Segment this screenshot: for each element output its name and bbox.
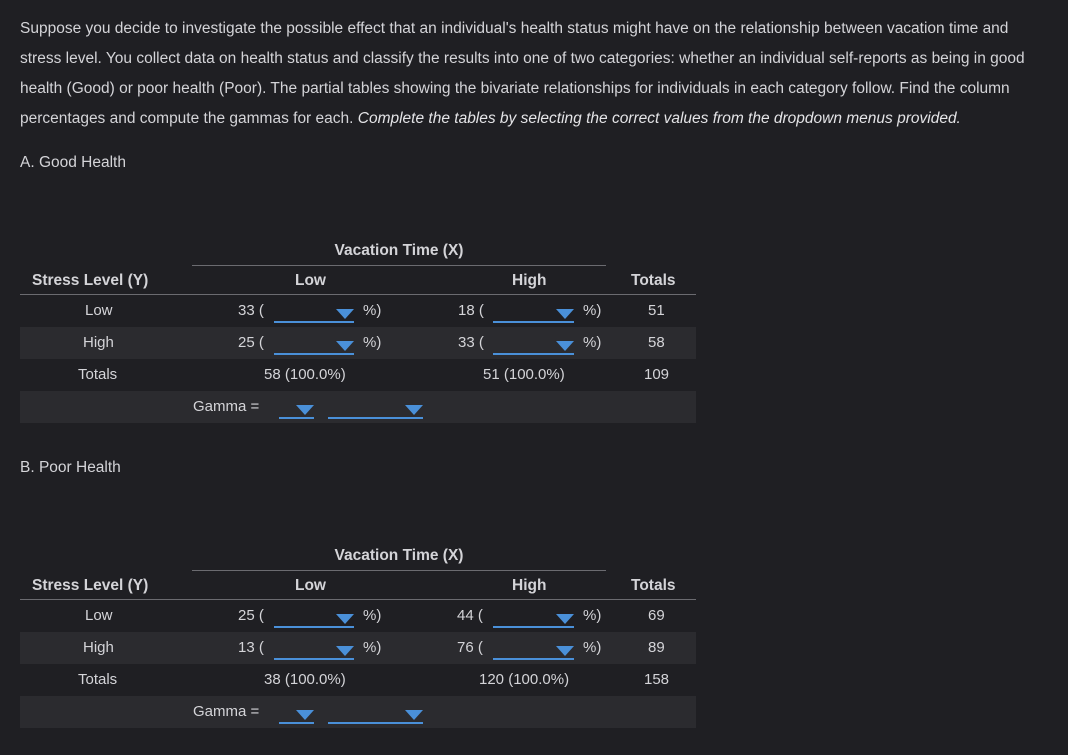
high-column-header: High	[512, 272, 547, 289]
low-percent-dropdown[interactable]	[274, 302, 354, 323]
low-percent-dropdown[interactable]	[274, 639, 354, 660]
table-row: High 25 ( %) 33 ( %) 58	[20, 327, 696, 359]
vacation-time-header: Vacation Time (X)	[192, 242, 606, 266]
instructions-text: Complete the tables by selecting the cor…	[357, 110, 961, 127]
caret-down-icon	[296, 405, 314, 415]
row-label: High	[83, 334, 114, 351]
row-total: 69	[648, 607, 665, 624]
gamma-value-dropdown[interactable]	[328, 398, 423, 419]
percent-close: %)	[583, 639, 602, 656]
totals-row: Totals 38 (100.0%) 120 (100.0%) 158	[20, 664, 696, 696]
low-column-header: Low	[295, 272, 326, 289]
high-count: 44 (	[457, 607, 483, 624]
stress-level-header: Stress Level (Y)	[32, 272, 149, 289]
question-line-4-text: percentages and compute the gammas for e…	[20, 110, 358, 127]
percent-close: %)	[583, 302, 602, 319]
high-count: 76 (	[457, 639, 483, 656]
table-row: High 13 ( %) 76 ( %) 89	[20, 632, 696, 664]
low-column-header: Low	[295, 577, 326, 594]
percent-close: %)	[583, 607, 602, 624]
percent-close: %)	[363, 639, 382, 656]
vacation-time-header: Vacation Time (X)	[192, 547, 606, 571]
percent-close: %)	[583, 334, 602, 351]
low-percent-dropdown[interactable]	[274, 607, 354, 628]
low-percent-dropdown[interactable]	[274, 334, 354, 355]
high-total: 120 (100.0%)	[479, 671, 570, 688]
high-total: 51 (100.0%)	[483, 366, 565, 383]
totals-column-header: Totals	[631, 272, 676, 289]
low-count: 33 (	[238, 302, 264, 319]
caret-down-icon	[336, 614, 354, 624]
caret-down-icon	[556, 614, 574, 624]
high-percent-dropdown[interactable]	[493, 302, 574, 323]
totals-label: Totals	[78, 671, 118, 688]
grand-total: 109	[644, 366, 670, 383]
question-line-1: Suppose you decide to investigate the po…	[20, 20, 1009, 37]
totals-label: Totals	[78, 366, 118, 383]
low-count: 25 (	[238, 334, 264, 351]
row-label: Low	[85, 607, 113, 624]
caret-down-icon	[405, 710, 423, 720]
question-text: Suppose you decide to investigate the po…	[20, 14, 1068, 134]
high-percent-dropdown[interactable]	[493, 334, 574, 355]
high-count: 18 (	[458, 302, 484, 319]
caret-down-icon	[556, 646, 574, 656]
section-label-poor-health: B. Poor Health	[20, 459, 121, 476]
stress-level-header: Stress Level (Y)	[32, 577, 149, 594]
percent-close: %)	[363, 334, 382, 351]
grand-total: 158	[644, 671, 670, 688]
low-total: 58 (100.0%)	[264, 366, 346, 383]
gamma-value-dropdown[interactable]	[328, 703, 423, 724]
row-total: 51	[648, 302, 665, 319]
caret-down-icon	[336, 646, 354, 656]
gamma-label: Gamma =	[193, 703, 260, 720]
low-count: 13 (	[238, 639, 264, 656]
caret-down-icon	[336, 309, 354, 319]
question-line-3: health (Good) or poor health (Poor). The…	[20, 80, 1010, 97]
gamma-sign-dropdown[interactable]	[279, 703, 314, 724]
high-percent-dropdown[interactable]	[493, 639, 574, 660]
table-row: Low 25 ( %) 44 ( %) 69	[20, 600, 696, 632]
gamma-sign-dropdown[interactable]	[279, 398, 314, 419]
row-label: Low	[85, 302, 113, 319]
row-total: 58	[648, 334, 665, 351]
totals-column-header: Totals	[631, 577, 676, 594]
low-count: 25 (	[238, 607, 264, 624]
question-line-2: stress level. You collect data on health…	[20, 50, 1025, 67]
gamma-label: Gamma =	[193, 398, 260, 415]
gamma-row: Gamma =	[20, 391, 696, 423]
percent-close: %)	[363, 302, 382, 319]
row-label: High	[83, 639, 114, 656]
header-divider	[20, 294, 696, 295]
section-label-good-health: A. Good Health	[20, 154, 126, 171]
gamma-row: Gamma =	[20, 696, 696, 728]
table-row: Low 33 ( %) 18 ( %) 51	[20, 295, 696, 327]
caret-down-icon	[556, 341, 574, 351]
high-count: 33 (	[458, 334, 484, 351]
caret-down-icon	[296, 710, 314, 720]
high-column-header: High	[512, 577, 547, 594]
totals-row: Totals 58 (100.0%) 51 (100.0%) 109	[20, 359, 696, 391]
percent-close: %)	[363, 607, 382, 624]
caret-down-icon	[336, 341, 354, 351]
low-total: 38 (100.0%)	[264, 671, 346, 688]
row-total: 89	[648, 639, 665, 656]
high-percent-dropdown[interactable]	[493, 607, 574, 628]
question-line-4: percentages and compute the gammas for e…	[20, 104, 1068, 134]
caret-down-icon	[556, 309, 574, 319]
caret-down-icon	[405, 405, 423, 415]
header-divider	[20, 599, 696, 600]
